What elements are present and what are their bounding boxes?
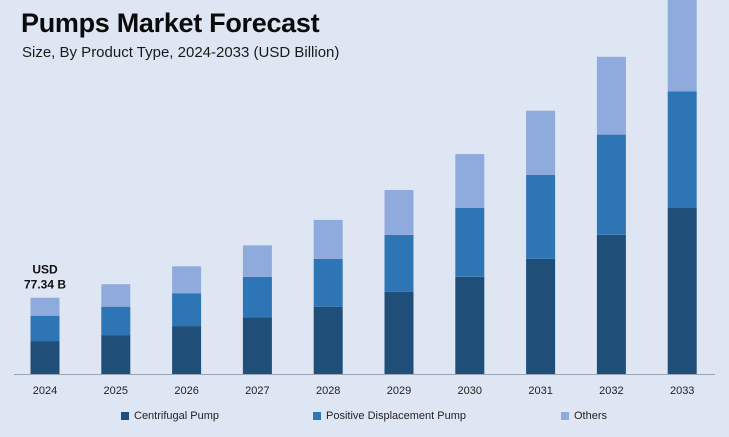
bar-segment (101, 284, 131, 307)
bar-segment (596, 134, 626, 235)
x-tick-label: 2027 (245, 385, 269, 397)
bar-segment (101, 306, 131, 336)
bar-segment (455, 154, 485, 208)
x-tick-label: 2031 (528, 385, 552, 397)
bar-segment (526, 175, 556, 259)
bar-segment (384, 190, 414, 235)
x-tick-label: 2024 (33, 385, 57, 397)
bar-segment (667, 0, 697, 92)
chart-title: Pumps Market Forecast (21, 8, 320, 38)
bar-segment (384, 291, 414, 374)
legend-label: Others (574, 410, 608, 422)
bar-segment (667, 207, 697, 374)
bar-segment (596, 56, 626, 135)
bar-segment (172, 326, 202, 374)
bar-segment (30, 341, 60, 374)
bar-segment (313, 258, 343, 307)
legend-label: Positive Displacement Pump (326, 410, 467, 422)
x-tick-label: 2032 (599, 385, 623, 397)
legend-swatch (121, 412, 129, 420)
x-tick-label: 2026 (174, 385, 198, 397)
x-tick-label: 2028 (316, 385, 340, 397)
bar-segment (30, 315, 60, 342)
bar-segment (596, 234, 626, 374)
chart-subtitle: Size, By Product Type, 2024-2033 (USD Bi… (22, 44, 340, 61)
bar-segment (455, 207, 485, 277)
bar-segment (667, 91, 697, 208)
x-tick-label: 2025 (104, 385, 128, 397)
x-tick-label: 2033 (670, 385, 694, 397)
legend-item: Others (561, 410, 607, 422)
x-tick-label: 2029 (387, 385, 411, 397)
legend-swatch (313, 412, 321, 420)
bar-segment (101, 335, 131, 374)
bar-segment (313, 306, 343, 374)
bar-segment (313, 219, 343, 259)
legend-label: Centrifugal Pump (134, 410, 219, 422)
bar-segment (526, 110, 556, 175)
bar-segment (455, 276, 485, 374)
first-bar-annotation-prefix: USD (32, 263, 58, 277)
legend-item: Centrifugal Pump (121, 410, 219, 422)
chart-legend: Centrifugal Pump Positive Displacement Pu… (0, 410, 729, 426)
bar-segment (526, 258, 556, 374)
bar-segment (242, 245, 272, 277)
first-bar-annotation-value: 77.34 B (24, 278, 66, 292)
bar-segment (242, 317, 272, 374)
legend-swatch (561, 412, 569, 420)
x-tick-label: 2030 (458, 385, 482, 397)
bar-segment (242, 276, 272, 318)
legend-item: Positive Displacement Pump (313, 410, 466, 422)
bar-segment (172, 293, 202, 327)
bar-segment (172, 266, 202, 294)
bar-segment (30, 297, 60, 316)
bar-segment (384, 234, 414, 292)
